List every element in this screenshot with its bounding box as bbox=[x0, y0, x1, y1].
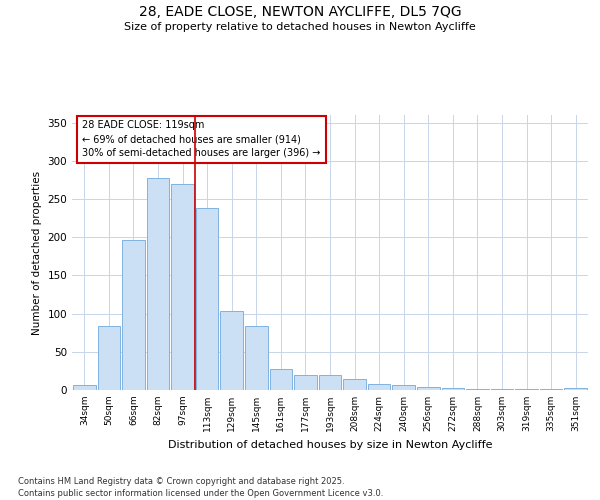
Bar bbox=[540, 389, 562, 390]
Text: 28 EADE CLOSE: 119sqm
← 69% of detached houses are smaller (914)
30% of semi-det: 28 EADE CLOSE: 119sqm ← 69% of detached … bbox=[82, 120, 320, 158]
Bar bbox=[442, 388, 464, 390]
Y-axis label: Number of detached properties: Number of detached properties bbox=[32, 170, 42, 334]
Bar bbox=[294, 374, 317, 390]
Bar bbox=[319, 376, 341, 390]
Bar bbox=[171, 184, 194, 390]
Bar bbox=[491, 389, 514, 390]
X-axis label: Distribution of detached houses by size in Newton Aycliffe: Distribution of detached houses by size … bbox=[168, 440, 492, 450]
Text: Contains HM Land Registry data © Crown copyright and database right 2025.: Contains HM Land Registry data © Crown c… bbox=[18, 478, 344, 486]
Bar bbox=[269, 368, 292, 390]
Bar bbox=[515, 389, 538, 390]
Text: Contains public sector information licensed under the Open Government Licence v3: Contains public sector information licen… bbox=[18, 489, 383, 498]
Bar bbox=[73, 386, 95, 390]
Text: 28, EADE CLOSE, NEWTON AYCLIFFE, DL5 7QG: 28, EADE CLOSE, NEWTON AYCLIFFE, DL5 7QG bbox=[139, 5, 461, 19]
Bar bbox=[417, 387, 440, 390]
Bar bbox=[146, 178, 169, 390]
Text: Size of property relative to detached houses in Newton Aycliffe: Size of property relative to detached ho… bbox=[124, 22, 476, 32]
Bar bbox=[196, 208, 218, 390]
Bar bbox=[98, 326, 120, 390]
Bar bbox=[392, 386, 415, 390]
Bar bbox=[122, 240, 145, 390]
Bar bbox=[466, 389, 489, 390]
Bar bbox=[343, 378, 366, 390]
Bar bbox=[245, 326, 268, 390]
Bar bbox=[565, 388, 587, 390]
Bar bbox=[220, 310, 243, 390]
Bar bbox=[368, 384, 391, 390]
